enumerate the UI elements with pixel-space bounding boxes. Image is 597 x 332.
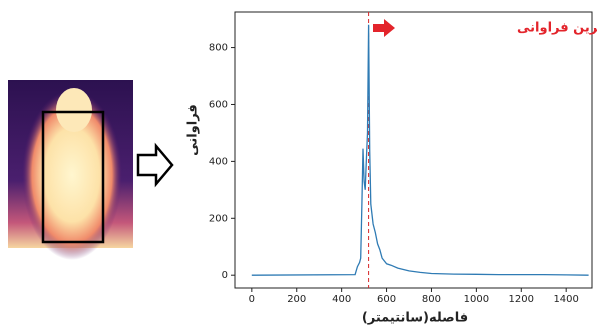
heatmap-image [8,80,133,260]
annotation: بیشترین فراوانی [517,21,597,36]
y-tick-label: 600 [209,99,228,110]
y-axis-label: فراوانی [186,104,201,156]
x-tick-label: 400 [332,294,351,305]
y-tick-label: 200 [209,213,228,224]
y-tick-label: 800 [209,43,228,54]
figure: فاصله(سانتیمتر) فراوانی بیشترین فراوانی … [0,0,597,328]
x-tick-label: 200 [287,294,306,305]
x-tick-label: 0 [249,294,255,305]
x-tick-label: 1400 [553,294,578,305]
x-axis-label: فاصله(سانتیمتر) [362,311,468,326]
axes-frame [235,12,592,288]
x-tick-label: 600 [377,294,396,305]
x-tick-label: 1000 [464,294,489,305]
arrow [138,146,172,184]
y-tick-label: 0 [222,270,228,281]
x-tick-label: 1200 [509,294,534,305]
x-tick-label: 800 [422,294,441,305]
data-line [252,25,589,275]
y-tick-label: 400 [209,156,228,167]
annotation-arrow [373,19,395,37]
